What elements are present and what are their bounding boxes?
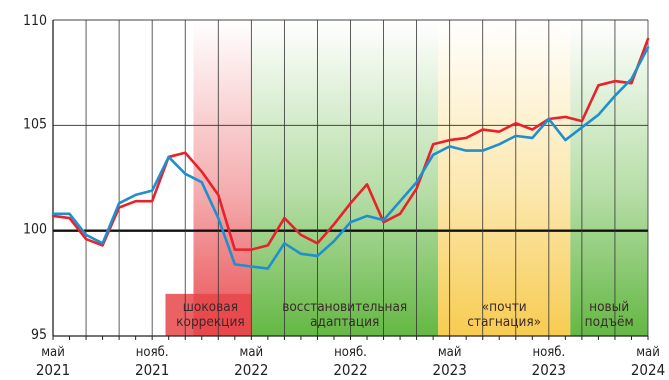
x-tick-year: 2021 <box>135 361 169 379</box>
phase-label: стагнация» <box>467 314 541 330</box>
x-tick-month: нояб. <box>136 345 169 360</box>
x-tick-month: май <box>438 345 462 360</box>
phase-band <box>193 20 252 336</box>
phase-label: «почти <box>482 299 527 315</box>
y-tick-label: 95 <box>31 327 47 343</box>
phase-backgrounds <box>165 20 648 336</box>
grid-lines <box>52 19 649 340</box>
phase-label-band <box>165 293 252 336</box>
x-tick-year: 2024 <box>631 361 665 379</box>
x-tick-labels: май2021нояб.2021май2022нояб.2022май2023н… <box>36 345 665 379</box>
x-tick-year: 2023 <box>432 361 466 379</box>
x-tick-month: май <box>636 345 660 360</box>
y-tick-label: 100 <box>23 222 47 238</box>
x-tick-year: 2022 <box>333 361 367 379</box>
phase-label: новый <box>589 299 629 315</box>
x-tick-year: 2022 <box>234 361 268 379</box>
x-tick-month: нояб. <box>532 345 565 360</box>
series-lines <box>51 37 650 270</box>
y-tick-label: 110 <box>23 13 47 29</box>
phase-label: коррекция <box>176 314 244 330</box>
x-tick-year: 2023 <box>532 361 566 379</box>
series-line-2 <box>51 46 650 270</box>
phase-label: подъём <box>585 314 634 330</box>
x-tick-month: май <box>41 345 65 360</box>
x-tick-month: нояб. <box>334 345 367 360</box>
y-tick-label: 105 <box>23 116 47 132</box>
y-tick-labels: 95 100 105 110 <box>23 13 47 343</box>
phase-label: восстановительная <box>282 299 407 315</box>
x-tick-month: май <box>240 345 264 360</box>
phase-band <box>251 20 439 336</box>
phase-label: шоковая <box>183 299 238 315</box>
phase-band <box>438 20 571 336</box>
phase-label: адаптация <box>310 314 379 330</box>
x-tick-year: 2021 <box>36 361 70 379</box>
